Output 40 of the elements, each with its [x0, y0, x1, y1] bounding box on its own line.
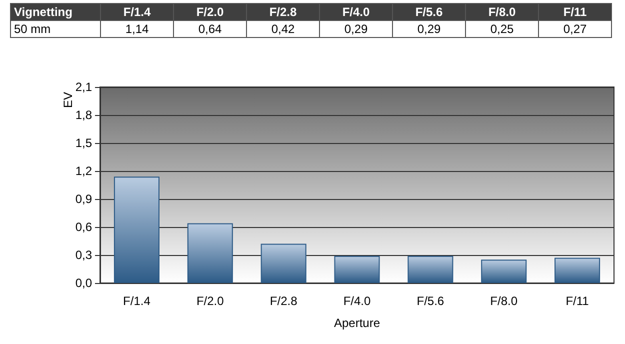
bar — [187, 223, 233, 283]
x-tick-label: F/8.0 — [490, 294, 518, 308]
bar — [334, 256, 380, 283]
x-tick-label: F/2.8 — [270, 294, 298, 308]
bar — [408, 256, 454, 283]
x-axis-title: Aperture — [334, 316, 380, 330]
y-tick-label: 0,0 — [75, 276, 92, 290]
chart-title: Vignetting — [10, 4, 100, 20]
y-tick-label: 0,9 — [75, 192, 92, 206]
y-axis-title: EV — [61, 92, 75, 108]
data-label: 0,29 — [320, 20, 392, 38]
category-label: F/8.0 — [488, 5, 516, 19]
data-label: 0,25 — [466, 20, 538, 38]
x-tick-label: F/4.0 — [343, 294, 371, 308]
bar — [481, 260, 527, 283]
category-label: F/11 — [563, 5, 587, 19]
data-label: 1,14 — [100, 20, 174, 38]
y-tick-label: 1,2 — [75, 164, 92, 178]
y-tick-label: 1,5 — [75, 136, 92, 150]
category-label: F/2.8 — [269, 5, 297, 19]
x-tick-label: F/1.4 — [123, 294, 151, 308]
y-tick-label: 0,3 — [75, 248, 92, 262]
text: 50 mm — [10, 20, 100, 38]
data-label: 0,29 — [392, 20, 466, 38]
category-label: F/5.6 — [415, 5, 443, 19]
y-tick-label: 0,6 — [75, 220, 92, 234]
bar — [554, 258, 600, 283]
category-label: F/4.0 — [342, 5, 370, 19]
data-label: 0,27 — [538, 20, 612, 38]
x-tick-label: F/2.0 — [196, 294, 224, 308]
category-label: F/1.4 — [123, 5, 151, 19]
x-tick-label: F/5.6 — [416, 294, 444, 308]
y-tick-label: 1,8 — [75, 108, 92, 122]
bar — [260, 244, 306, 283]
y-tick-label: 2,1 — [75, 80, 92, 94]
data-label: 0,64 — [174, 20, 246, 38]
x-tick-label: F/11 — [566, 294, 590, 308]
bar — [114, 176, 160, 283]
category-label: F/2.0 — [196, 5, 224, 19]
data-label: 0,42 — [246, 20, 320, 38]
